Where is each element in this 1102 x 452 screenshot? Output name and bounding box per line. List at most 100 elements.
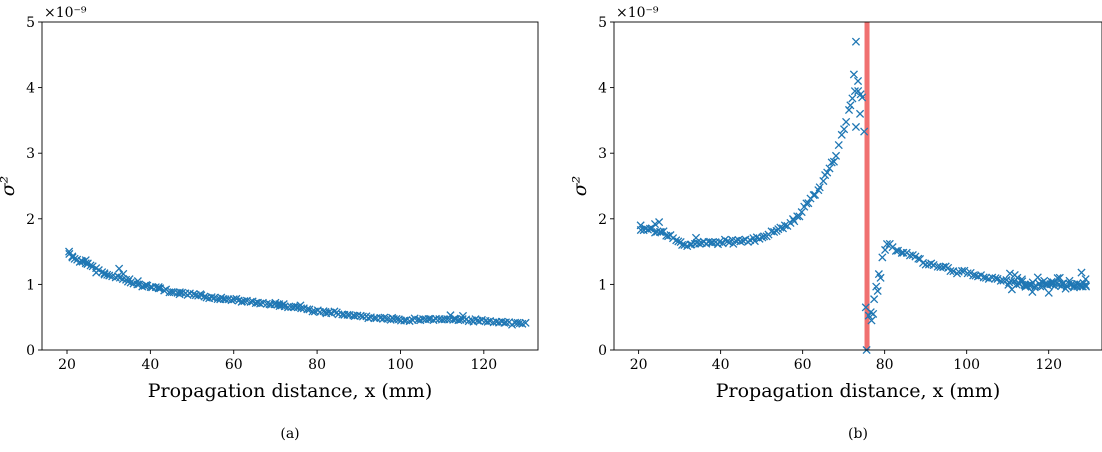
data-point [279,300,288,309]
data-point [1047,277,1056,286]
data-point [1017,275,1027,284]
y-axis-label: σ² [569,176,591,197]
data-point [867,316,876,325]
data-point [238,297,247,306]
data-point [207,293,216,302]
data-point [823,168,832,177]
data-point [1058,279,1067,288]
y-tick-label: 0 [598,343,607,359]
x-tick-label: 80 [876,357,894,373]
x-axis-label: Propagation distance, x (mm) [716,380,1000,402]
data-point [827,158,836,167]
data-point [876,273,885,282]
x-tick-label: 20 [58,357,76,373]
y-tick-label: 4 [26,81,35,97]
data-point [370,314,379,323]
data-point [1007,285,1016,294]
x-tick-label: 40 [141,357,159,373]
data-point [100,270,109,279]
data-point [991,274,1000,283]
data-point [636,221,645,230]
data-point [650,219,660,229]
data-point [1053,274,1062,283]
data-point [869,309,878,318]
data-point [125,275,134,284]
data-point [946,267,955,276]
x-tick-label: 60 [225,357,243,373]
data-point [882,240,892,249]
chart-panel-1: 20 40 60 80 100 120 0 1 2 3 4 5 ×10⁻⁹ Propagation dis… [0,5,539,442]
data-point [1044,288,1053,297]
data-point [1004,280,1013,289]
y-axis-label: σ² [0,176,19,197]
data-point [718,239,727,248]
data-point [196,290,205,299]
data-point [815,183,824,192]
data-points [65,247,530,329]
data-point [736,237,745,246]
data-point [1061,284,1070,293]
data-point [860,127,869,136]
data-point [672,236,681,245]
data-point [829,157,838,166]
data-point [256,299,265,308]
x-tick-label: 120 [1035,357,1062,373]
data-point [513,318,522,327]
y-tick-label: 1 [26,277,35,293]
data-point [358,312,367,321]
data-point [759,232,769,241]
data-point [119,269,128,278]
x-axis-label: Propagation distance, x (mm) [148,380,432,402]
data-point [1028,287,1037,296]
data-point [133,280,142,289]
y-tick-label: 5 [598,15,607,31]
data-point [458,315,467,324]
data-point [881,245,890,255]
data-point [664,232,673,241]
data-point [275,301,284,311]
data-point [1079,279,1088,288]
data-point [303,305,312,314]
data-point [969,271,978,280]
y-tick-label: 1 [598,277,607,293]
data-point [850,87,859,96]
data-point [819,176,828,186]
y-tick-label: 0 [26,343,35,359]
data-point [851,122,861,132]
data-point [471,315,480,324]
data-point [957,266,967,276]
data-point [1081,282,1091,291]
x-tick-label: 120 [470,357,497,373]
data-point [797,208,806,217]
data-point [738,236,748,245]
data-point [1024,280,1033,289]
data-point [450,314,459,323]
plot-frame [41,21,539,351]
data-point [154,282,163,292]
x-tick-label: 100 [387,357,414,373]
data-point [1026,281,1036,290]
data-point [840,125,849,134]
plot-frame [613,21,1102,351]
data-point [804,199,813,208]
data-point [68,253,77,262]
data-point [1062,281,1071,291]
data-point [870,295,879,304]
panel-caption: (b) [848,426,868,442]
data-point [656,228,666,237]
data-point [831,151,841,160]
data-point [853,76,863,86]
data-point [83,259,92,268]
data-point [963,269,972,278]
data-point [227,296,236,305]
data-point [1036,282,1045,291]
data-point [1015,279,1024,288]
data-point [834,140,843,150]
data-point [873,286,882,296]
y-scale-label: ×10⁻⁹ [44,5,87,21]
data-point [848,94,857,103]
x-tick-label: 100 [953,357,980,373]
data-point [154,284,163,293]
data-point [291,302,300,311]
